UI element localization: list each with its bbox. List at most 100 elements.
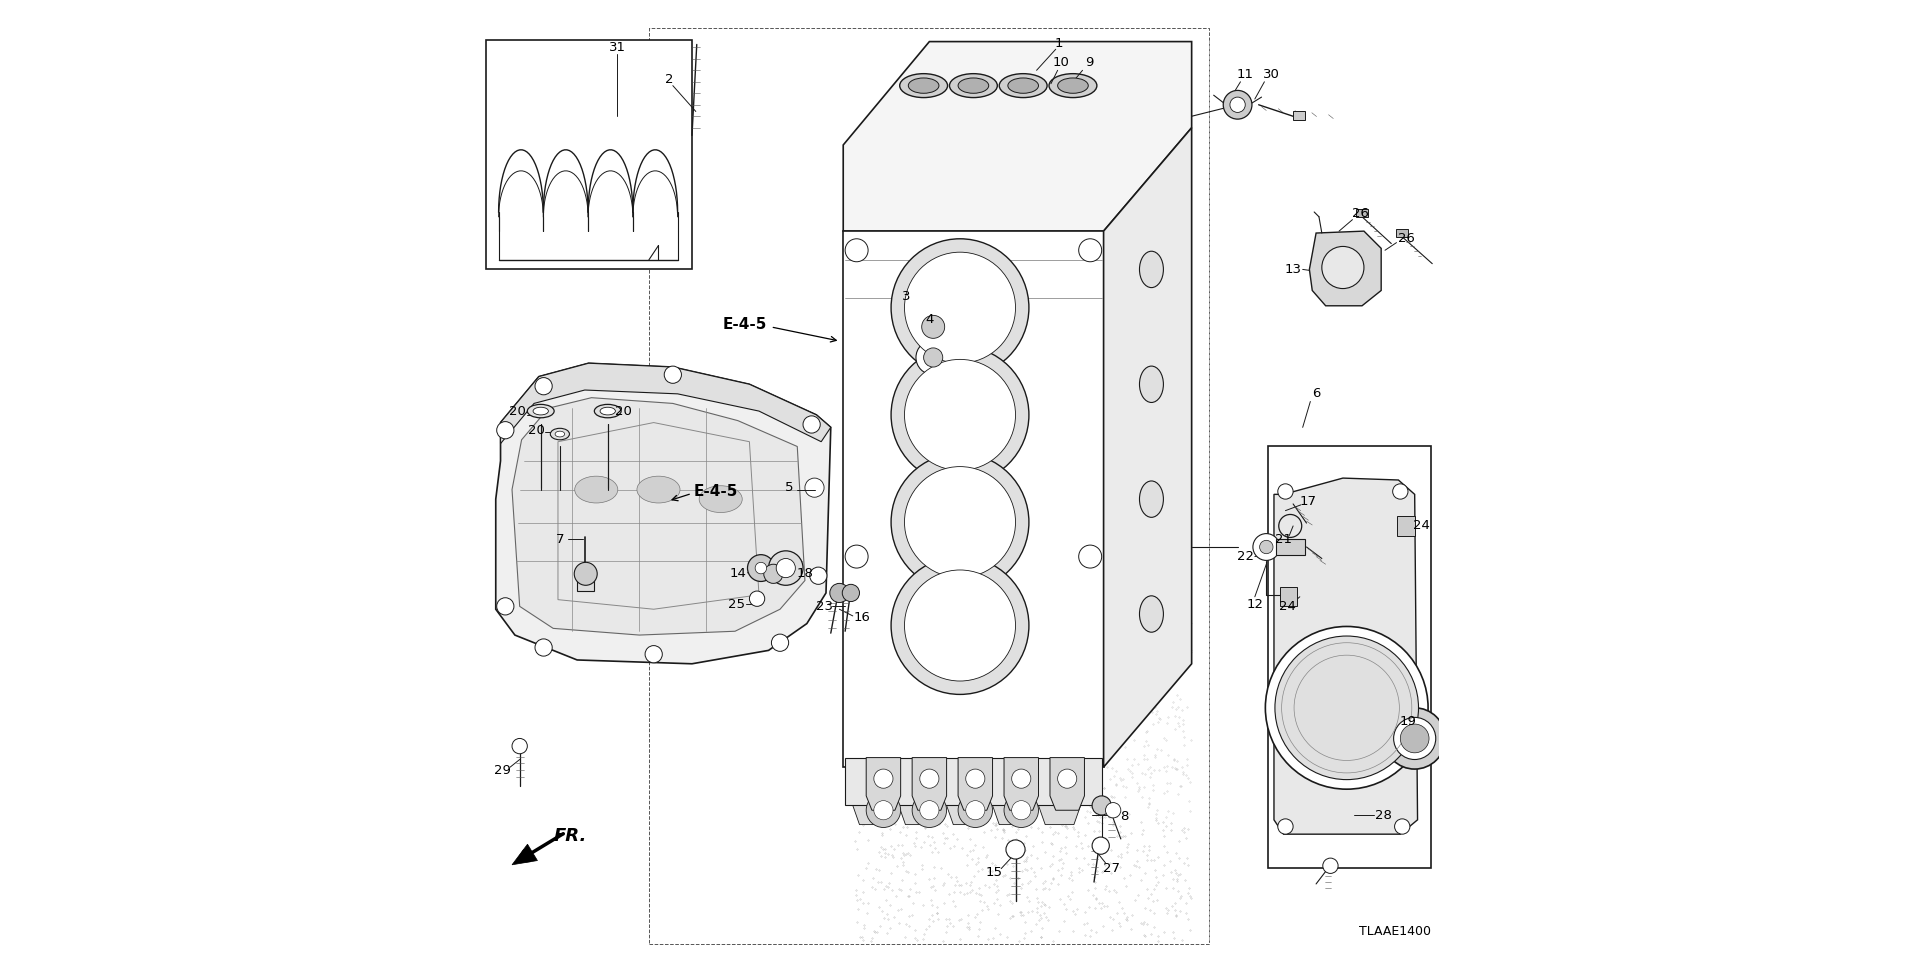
Ellipse shape [1058,78,1089,93]
Bar [1396,229,1407,237]
Bar [1281,588,1296,607]
Ellipse shape [1139,596,1164,633]
Text: 8: 8 [1121,810,1129,824]
Circle shape [804,478,824,497]
Ellipse shape [1139,481,1164,517]
Circle shape [924,348,943,367]
Ellipse shape [528,404,555,418]
Circle shape [768,551,803,586]
Text: TLAAE1400: TLAAE1400 [1359,925,1430,938]
Text: 31: 31 [609,41,626,54]
Polygon shape [843,231,1104,767]
Bar [1398,516,1415,536]
Text: 12: 12 [1246,598,1263,611]
Circle shape [1231,97,1246,112]
Ellipse shape [637,476,680,503]
Circle shape [1279,819,1292,834]
Ellipse shape [555,431,564,437]
Text: 17: 17 [1300,494,1317,508]
Circle shape [497,598,515,615]
Polygon shape [899,786,941,825]
Bar [1292,110,1304,120]
Polygon shape [1309,231,1380,306]
Ellipse shape [1008,78,1039,93]
Circle shape [513,738,528,754]
Text: 24: 24 [1279,600,1296,612]
Circle shape [574,563,597,586]
Ellipse shape [551,428,570,440]
Circle shape [922,315,945,338]
Bar [1277,540,1304,555]
Text: E-4-5: E-4-5 [722,318,766,332]
Circle shape [874,769,893,788]
Ellipse shape [1139,252,1164,288]
Circle shape [920,801,939,820]
Circle shape [912,306,954,348]
Circle shape [916,340,950,374]
Circle shape [1012,801,1031,820]
Circle shape [664,366,682,383]
Circle shape [845,545,868,568]
Circle shape [958,793,993,828]
Text: 27: 27 [1102,862,1119,876]
Circle shape [776,559,795,578]
Polygon shape [866,757,900,810]
Text: 26: 26 [1352,207,1369,221]
Circle shape [755,563,766,574]
Ellipse shape [1139,366,1164,402]
Circle shape [1004,793,1039,828]
Bar [486,39,691,270]
Circle shape [1279,484,1292,499]
Text: 23: 23 [816,600,833,612]
Text: 20: 20 [528,423,545,437]
Ellipse shape [1048,74,1096,98]
Ellipse shape [958,78,989,93]
Circle shape [1092,837,1110,854]
Polygon shape [993,786,1035,825]
Circle shape [536,639,553,656]
Text: 15: 15 [987,866,1002,879]
Circle shape [904,359,1016,470]
Circle shape [1392,484,1407,499]
Circle shape [1223,90,1252,119]
Circle shape [1394,819,1409,834]
Circle shape [891,346,1029,484]
Circle shape [772,635,789,651]
Circle shape [1265,627,1428,789]
Text: 11: 11 [1236,67,1254,81]
Text: 25: 25 [728,598,745,611]
Circle shape [1012,769,1031,788]
Text: E-4-5: E-4-5 [693,484,739,499]
Circle shape [1006,840,1025,859]
Ellipse shape [908,78,939,93]
Circle shape [1321,247,1363,289]
Polygon shape [912,757,947,810]
Text: 24: 24 [1413,519,1430,533]
Ellipse shape [601,407,616,415]
Circle shape [803,416,820,433]
Circle shape [966,769,985,788]
Circle shape [1092,796,1112,815]
Polygon shape [1050,757,1085,810]
Circle shape [920,769,939,788]
Circle shape [645,645,662,662]
Text: 3: 3 [902,290,910,302]
Circle shape [845,239,868,262]
Text: 26: 26 [1398,232,1415,245]
Circle shape [536,377,553,395]
Text: 7: 7 [555,533,564,546]
Ellipse shape [998,74,1046,98]
Polygon shape [1004,757,1039,810]
Circle shape [843,585,860,602]
Circle shape [1079,239,1102,262]
Text: 14: 14 [730,567,747,580]
Text: 22: 22 [1236,550,1254,564]
Circle shape [747,555,774,582]
Polygon shape [1104,128,1192,767]
Bar [578,574,595,591]
Circle shape [764,564,783,584]
Ellipse shape [900,74,948,98]
Circle shape [866,793,900,828]
Polygon shape [513,397,804,636]
Circle shape [904,467,1016,578]
